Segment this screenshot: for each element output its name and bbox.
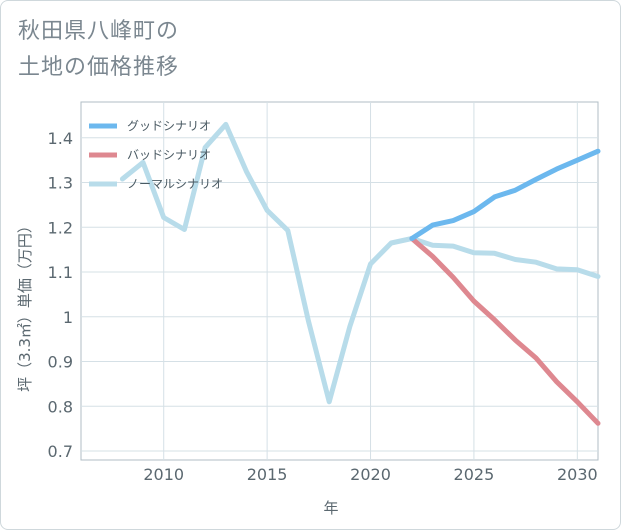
y-tick-label: 1.2	[48, 218, 73, 237]
grid-lines	[81, 102, 598, 460]
series-line-0	[409, 148, 601, 241]
y-axis-ticks: 0.7 0.8 0.9 1 1.1 1.2 1.3 1.4	[48, 129, 73, 461]
chart-title-line-1: 秋田県八峰町の	[18, 19, 180, 44]
y-tick-label: 1.4	[48, 129, 73, 148]
plot-area	[80, 101, 599, 461]
y-tick-label: 1.1	[48, 263, 73, 282]
x-axis-ticks: 2010 2015 2020 2025 2030	[143, 465, 597, 484]
chart-title: 秋田県八峰町の 土地の価格推移	[18, 14, 179, 86]
y-axis-label: 坪（3.3㎡）単価（万円）	[16, 218, 34, 392]
x-tick-label: 2015	[247, 465, 288, 484]
legend-label-0: グッドシナリオ	[127, 119, 211, 133]
y-tick-label: 0.9	[48, 353, 73, 372]
legend-label-2: ノーマルシナリオ	[127, 177, 223, 191]
x-axis-label: 年	[323, 499, 338, 517]
x-tick-label: 2030	[557, 465, 598, 484]
series-line-1	[409, 236, 601, 426]
x-tick-label: 2025	[454, 465, 495, 484]
series-lines	[119, 121, 601, 426]
y-tick-label: 1	[63, 308, 73, 327]
series-line-2	[119, 121, 601, 405]
y-tick-label: 1.3	[48, 174, 73, 193]
y-tick-label: 0.7	[48, 442, 73, 461]
legend-label-1: バッドシナリオ	[127, 148, 211, 162]
y-tick-label: 0.8	[48, 397, 73, 416]
chart-title-line-2: 土地の価格推移	[18, 55, 180, 80]
x-tick-label: 2010	[143, 465, 184, 484]
x-tick-label: 2020	[350, 465, 391, 484]
